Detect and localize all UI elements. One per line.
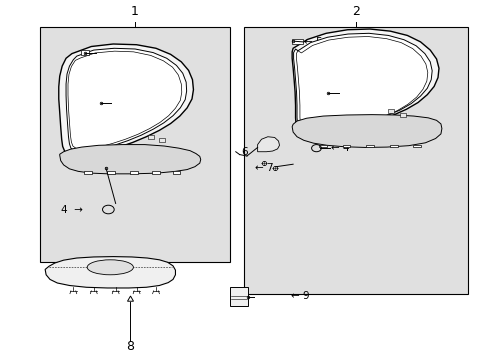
- Text: 1: 1: [131, 5, 139, 18]
- Text: 4  →: 4 →: [61, 204, 83, 215]
- Polygon shape: [291, 29, 438, 131]
- Bar: [291, 39, 302, 44]
- Bar: [342, 145, 350, 148]
- Polygon shape: [59, 44, 193, 154]
- Polygon shape: [45, 257, 175, 288]
- Text: ← 7: ← 7: [255, 163, 273, 173]
- Bar: [81, 50, 89, 55]
- Bar: [399, 113, 405, 117]
- Bar: [319, 145, 326, 148]
- Bar: [412, 145, 420, 148]
- Text: ← 3: ← 3: [340, 88, 358, 98]
- Text: ← 3: ← 3: [112, 98, 130, 108]
- Bar: [152, 171, 160, 174]
- Polygon shape: [66, 48, 186, 152]
- Text: ← 9: ← 9: [290, 291, 309, 301]
- Bar: [389, 145, 397, 148]
- Text: ← 5: ← 5: [303, 37, 322, 47]
- Text: 8: 8: [126, 339, 134, 353]
- Bar: [366, 145, 373, 148]
- Bar: [244, 27, 467, 294]
- Text: 6: 6: [241, 148, 247, 157]
- Bar: [40, 27, 229, 262]
- Bar: [159, 138, 164, 143]
- Polygon shape: [291, 114, 441, 148]
- Bar: [229, 287, 248, 306]
- Bar: [107, 171, 115, 174]
- Bar: [129, 171, 137, 174]
- Ellipse shape: [87, 260, 133, 275]
- Polygon shape: [60, 145, 201, 174]
- Polygon shape: [293, 33, 431, 130]
- Polygon shape: [257, 137, 279, 152]
- Text: ← 5: ← 5: [97, 48, 116, 58]
- Text: 2: 2: [352, 5, 360, 18]
- Bar: [172, 171, 180, 174]
- Bar: [84, 171, 92, 174]
- Bar: [148, 135, 154, 139]
- Bar: [387, 109, 393, 113]
- Text: ← 4: ← 4: [330, 143, 348, 153]
